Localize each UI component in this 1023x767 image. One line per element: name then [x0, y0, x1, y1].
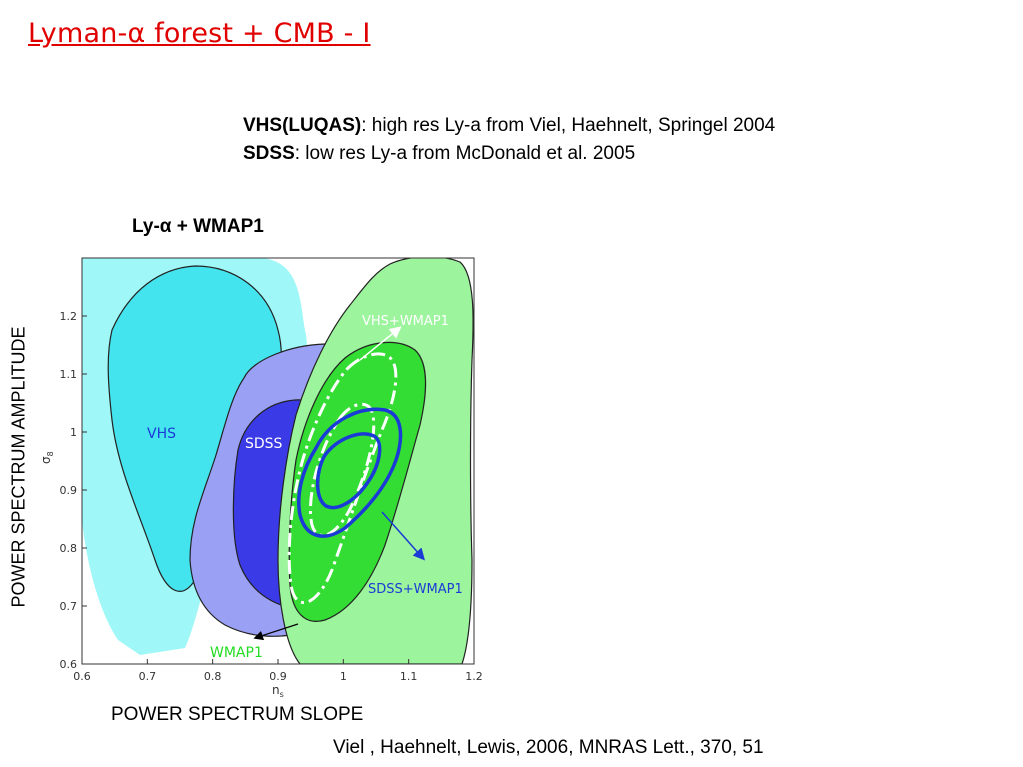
wmap1-arrow [253, 623, 299, 641]
y-tick-label: 0.6 [60, 658, 78, 671]
x-tick-label: 1 [340, 670, 347, 683]
x-tick-label: 0.7 [139, 670, 157, 683]
reference-sdss-label: SDSS [243, 143, 295, 164]
vhs-wmap1-outer-contour [287, 352, 398, 605]
vhs-wmap1-label: VHS+WMAP1 [362, 314, 449, 329]
y-tick-label: 0.7 [60, 600, 78, 613]
slide-title: Lyman-α forest + CMB - I [28, 18, 371, 49]
x-axis-caption: POWER SPECTRUM SLOPE [111, 704, 364, 725]
y-tick-label: 0.9 [60, 484, 78, 497]
vhs-label: VHS [147, 426, 176, 442]
sdss-wmap1-arrow [381, 511, 425, 561]
y-tick-label: 1 [70, 426, 77, 439]
reference-list: VHS(LUQAS): high res Ly-a from Viel, Hae… [243, 112, 775, 168]
x-axis-symbol: ns [272, 683, 284, 699]
y-tick-label: 1.2 [60, 310, 78, 323]
y-tick-label: 1.1 [60, 368, 78, 381]
y-tick-label: 0.8 [60, 542, 78, 555]
citation: Viel , Haehnelt, Lewis, 2006, MNRAS Lett… [333, 737, 764, 758]
reference-sdss: SDSS: low res Ly-a from McDonald et al. … [243, 140, 775, 168]
wmap1-label: WMAP1 [210, 645, 263, 661]
x-tick-label: 0.6 [73, 670, 91, 683]
sdss-label: SDSS [245, 436, 283, 452]
x-axis-ticks: 0.6 0.7 0.8 0.9 1 1.1 1.2 [73, 659, 483, 683]
reference-sdss-text: : low res Ly-a from McDonald et al. 2005 [294, 143, 636, 164]
sdss-wmap1-label: SDSS+WMAP1 [368, 582, 463, 597]
x-tick-label: 0.8 [204, 670, 222, 683]
y-axis-ticks: 0.6 0.7 0.8 0.9 1 1.1 1.2 [60, 310, 87, 671]
vhs-wmap1-arrow [359, 326, 402, 361]
sdss-wmap1-inner-contour [315, 432, 382, 510]
plot-title: Ly-α + WMAP1 [132, 216, 264, 237]
sdss-wmap1-outer-contour [297, 407, 403, 538]
x-tick-label: 1.2 [465, 670, 483, 683]
x-tick-label: 0.9 [269, 670, 287, 683]
reference-vhs: VHS(LUQAS): high res Ly-a from Viel, Hae… [243, 112, 775, 140]
vhs-wmap1-inner-contour [308, 402, 376, 537]
y-axis-symbol: σ8 [39, 451, 55, 464]
reference-vhs-text: : high res Ly-a from Viel, Haehnelt, Spr… [361, 115, 776, 136]
x-tick-label: 1.1 [400, 670, 418, 683]
reference-vhs-label: VHS(LUQAS) [243, 115, 362, 136]
